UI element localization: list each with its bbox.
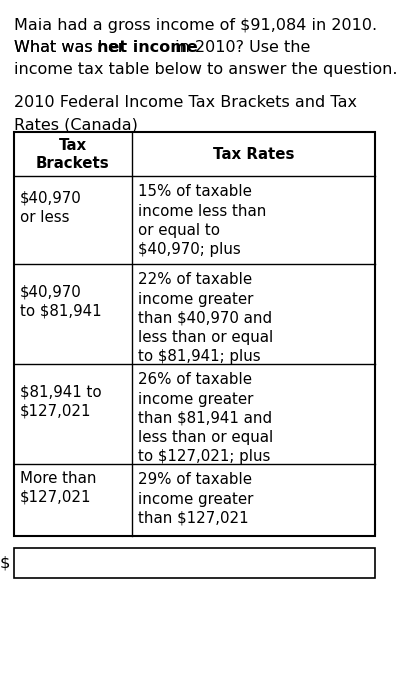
Bar	[14, 548, 374, 578]
Text: net income: net income	[97, 40, 197, 55]
Text: 15% of taxable
income less than
or equal to
$40,970; plus: 15% of taxable income less than or equal…	[138, 184, 266, 257]
Text: 2010 Federal Income Tax Brackets and Tax: 2010 Federal Income Tax Brackets and Tax	[14, 95, 356, 110]
Text: $40,970
to $81,941: $40,970 to $81,941	[20, 285, 101, 319]
Text: 29% of taxable
income greater
than $127,021: 29% of taxable income greater than $127,…	[138, 473, 253, 526]
Text: Rates (Canada): Rates (Canada)	[14, 117, 137, 132]
Text: 22% of taxable
income greater
than $40,970 and
less than or equal
to $81,941; pl: 22% of taxable income greater than $40,9…	[138, 272, 272, 364]
Text: Tax Rates: Tax Rates	[212, 147, 294, 162]
Text: income tax table below to answer the question.: income tax table below to answer the que…	[14, 62, 397, 77]
Text: Tax
Brackets: Tax Brackets	[36, 138, 110, 172]
Text: What was her: What was her	[14, 40, 129, 55]
Text: Maia had a gross income of $91,084 in 2010.: Maia had a gross income of $91,084 in 20…	[14, 18, 376, 33]
Bar	[14, 132, 374, 536]
Text: $40,970
or less: $40,970 or less	[20, 190, 81, 225]
Text: What was her: What was her	[14, 40, 129, 55]
Text: 26% of taxable
income greater
than $81,941 and
less than or equal
to $127,021; p: 26% of taxable income greater than $81,9…	[138, 372, 272, 464]
Text: More than
$127,021: More than $127,021	[20, 470, 96, 505]
Text: $81,941 to
$127,021: $81,941 to $127,021	[20, 385, 101, 419]
Text: $: $	[0, 556, 10, 571]
Text: in 2010? Use the: in 2010? Use the	[170, 40, 310, 55]
